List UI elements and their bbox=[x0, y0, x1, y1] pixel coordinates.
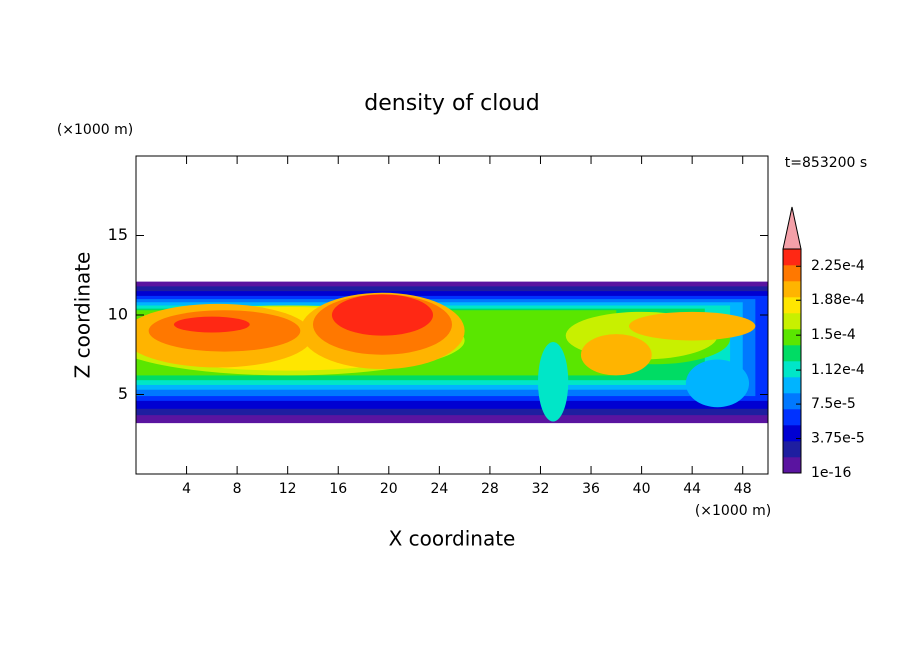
x-tick-label: 36 bbox=[582, 481, 600, 497]
contour-field bbox=[136, 281, 768, 424]
contour-band bbox=[685, 359, 750, 408]
colorbar-band bbox=[783, 409, 801, 426]
x-tick-label: 20 bbox=[380, 481, 398, 497]
x-tick-label: 12 bbox=[279, 481, 297, 497]
colorbar-tick-label: 7.5e-5 bbox=[811, 396, 856, 412]
contour-band bbox=[537, 342, 569, 422]
colorbar-tick-label: 3.75e-5 bbox=[811, 431, 865, 447]
time-label: t=853200 s bbox=[785, 155, 867, 171]
x-tick-label: 16 bbox=[329, 481, 347, 497]
colorbar-band bbox=[783, 377, 801, 394]
x-unit: (×1000 m) bbox=[695, 503, 771, 519]
x-tick-label: 40 bbox=[633, 481, 651, 497]
contour-band bbox=[331, 294, 434, 336]
colorbar-band bbox=[783, 249, 801, 266]
colorbar-band bbox=[783, 457, 801, 474]
y-unit: (×1000 m) bbox=[57, 122, 133, 138]
colorbar-band bbox=[783, 281, 801, 298]
y-tick-label: 15 bbox=[108, 225, 128, 244]
x-tick-label: 24 bbox=[430, 481, 448, 497]
colorbar-tick-label: 1.12e-4 bbox=[811, 362, 865, 378]
colorbar-band bbox=[783, 425, 801, 442]
contour-band bbox=[580, 334, 652, 376]
colorbar-tick-label: 2.25e-4 bbox=[811, 258, 865, 274]
colorbar-band bbox=[783, 393, 801, 410]
colorbar-tick-label: 1.5e-4 bbox=[811, 327, 856, 343]
y-axis-label: Z coordinate bbox=[71, 252, 95, 379]
x-axis-label: X coordinate bbox=[389, 527, 516, 551]
x-tick-label: 8 bbox=[233, 481, 242, 497]
contour-band bbox=[628, 311, 756, 341]
x-tick-label: 32 bbox=[532, 481, 550, 497]
x-tick-label: 28 bbox=[481, 481, 499, 497]
colorbar-band bbox=[783, 345, 801, 362]
colorbar-tick-label: 1e-16 bbox=[811, 465, 851, 481]
colorbar-band bbox=[783, 361, 801, 378]
colorbar-band bbox=[783, 441, 801, 458]
x-tick-label: 48 bbox=[734, 481, 752, 497]
colorbar-band bbox=[783, 329, 801, 346]
y-tick-label: 5 bbox=[118, 384, 128, 403]
colorbar-band bbox=[783, 313, 801, 330]
colorbar-frame bbox=[782, 248, 802, 474]
contour-band bbox=[173, 316, 250, 333]
y-tick-label: 10 bbox=[108, 305, 128, 324]
x-tick-label: 44 bbox=[683, 481, 701, 497]
colorbar-band bbox=[783, 265, 801, 282]
chart-title: density of cloud bbox=[364, 91, 539, 116]
x-tick-label: 4 bbox=[182, 481, 191, 497]
colorbar-band bbox=[783, 297, 801, 314]
colorbar-extend bbox=[782, 206, 802, 250]
colorbar-tick-label: 1.88e-4 bbox=[811, 292, 865, 308]
